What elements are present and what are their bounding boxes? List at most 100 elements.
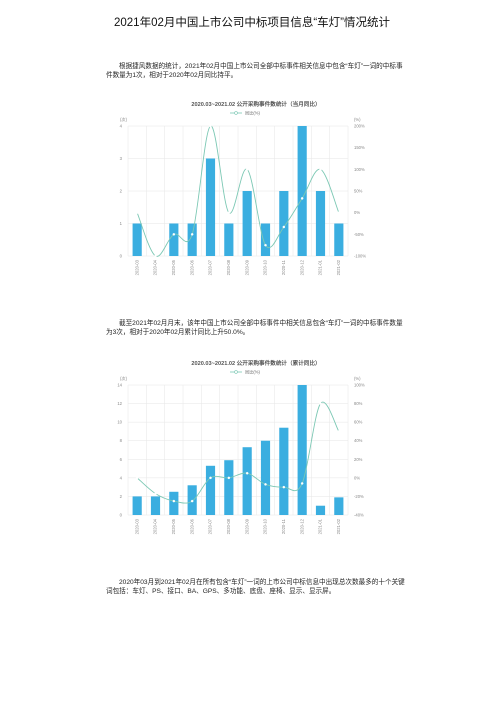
- y-right-unit: (%): [354, 376, 361, 381]
- yoy-point: [209, 124, 212, 128]
- yoy-point: [245, 471, 249, 475]
- x-tick-label: 2020-04: [153, 259, 158, 275]
- bar: [205, 158, 216, 256]
- bar: [132, 496, 142, 515]
- bar: [224, 460, 234, 515]
- y-right-tick-label: 150%: [354, 145, 365, 150]
- paragraph-keywords-text: 2020年03月到2021年02月在所有包含“车灯”一词的上市公司中标信息中出现…: [106, 579, 405, 595]
- y-right-tick-label: 60%: [354, 420, 363, 425]
- page-title: 2021年02月中国上市公司中标项目信息“车灯”情况统计: [113, 17, 391, 29]
- yoy-point: [172, 233, 176, 236]
- x-tick-label: 2021-02: [336, 259, 341, 275]
- y-right-tick-label: 0%: [354, 475, 360, 480]
- y-right-tick-label: -100%: [354, 254, 366, 259]
- y-right-tick-label: 200%: [354, 124, 365, 129]
- x-tick-label: 2020-11: [281, 259, 286, 275]
- x-tick-label: 2020-07: [208, 518, 213, 534]
- yoy-point: [282, 485, 286, 489]
- y-right-tick-label: 40%: [354, 438, 363, 443]
- legend-marker: [234, 370, 238, 374]
- x-tick-label: 2020-03: [134, 518, 139, 534]
- yoy-point: [135, 476, 139, 480]
- y-left-tick-label: 8: [120, 438, 123, 443]
- yoy-point: [209, 476, 212, 480]
- x-tick-label: 2020-08: [226, 259, 231, 275]
- chart-monthly-svg: 2020.03~2021.02 公开采购事件数统计（当月同比） 同比(%) (次) (…: [120, 100, 367, 275]
- chart-monthly: 2020.03~2021.02 公开采购事件数统计（当月同比） 同比(%) (次) (…: [106, 96, 406, 276]
- y-left-tick-label: 0: [120, 513, 123, 518]
- yoy-point: [227, 476, 231, 480]
- paragraph-cumulative: 截至2021年02月月末，该年中国上市公司全部中标事件中相关信息包含“车灯”一词…: [106, 319, 406, 337]
- chart-cumulative: 2020.03~2021.02 公开采购事件数统计（累计同比） 同比(%) (次) (…: [106, 355, 406, 535]
- y-right-tick-label: 0%: [354, 210, 360, 215]
- y-right-tick-label: -20%: [354, 494, 364, 499]
- yoy-point: [337, 211, 341, 214]
- yoy-point: [319, 402, 322, 405]
- x-tick-label: 2020-09: [244, 518, 249, 534]
- y-right-tick-label: 100%: [354, 167, 365, 172]
- bar: [205, 465, 216, 515]
- y-left-tick-label: 6: [120, 457, 123, 462]
- y-left-tick-label: 12: [117, 401, 122, 406]
- yoy-point: [300, 482, 304, 485]
- y-left-tick-label: 4: [120, 475, 123, 480]
- yoy-point: [319, 168, 322, 171]
- paragraph-keywords: 2020年03月到2021年02月在所有包含“车灯”一词的上市公司中标信息中出现…: [106, 578, 406, 596]
- bar: [260, 440, 271, 515]
- x-tick-label: 2020-11: [281, 518, 286, 534]
- yoy-point: [300, 197, 304, 200]
- legend-label: 同比(%): [245, 369, 260, 376]
- legend-marker: [234, 111, 238, 115]
- bar: [315, 191, 326, 256]
- x-tick-label: 2020-05: [171, 518, 176, 534]
- x-tick-label: 2020-07: [208, 259, 213, 275]
- paragraph-monthly: 根据捷风数据的统计，2021年02月中国上市公司全部中标事件相关信息中包含“车灯…: [106, 62, 406, 80]
- bar: [169, 491, 179, 515]
- y-left-unit: (次): [120, 375, 128, 382]
- bar: [297, 385, 307, 515]
- bar: [242, 447, 252, 515]
- legend-label: 同比(%): [245, 110, 260, 117]
- yoy-point: [227, 211, 231, 214]
- y-left-tick-label: 2: [120, 189, 123, 194]
- x-tick-label: 2020-06: [189, 259, 194, 275]
- x-tick-label: 2021-02: [336, 518, 341, 534]
- y-right-unit: (%): [354, 117, 361, 122]
- bar: [279, 427, 289, 515]
- x-tick-label: 2020-10: [263, 518, 268, 534]
- bar: [132, 223, 142, 256]
- x-tick-label: 2021-01: [318, 259, 323, 275]
- bar: [224, 223, 234, 256]
- yoy-point: [154, 254, 157, 258]
- y-right-tick-label: 80%: [354, 401, 363, 406]
- bar: [150, 496, 161, 515]
- x-tick-label: 2020-05: [171, 259, 176, 275]
- y-left-tick-label: 1: [120, 221, 123, 226]
- yoy-point: [190, 499, 194, 503]
- x-tick-label: 2020-04: [153, 518, 158, 534]
- y-left-tick-label: 3: [120, 156, 123, 161]
- x-tick-label: 2020-06: [189, 518, 194, 534]
- x-tick-label: 2020-10: [263, 259, 268, 275]
- x-tick-label: 2021-01: [318, 518, 323, 534]
- bar: [242, 191, 252, 256]
- yoy-point: [172, 499, 176, 503]
- bar: [334, 223, 344, 256]
- paragraph-monthly-text: 根据捷风数据的统计，2021年02月中国上市公司全部中标事件相关信息中包含“车灯…: [106, 63, 403, 79]
- yoy-point: [245, 168, 249, 171]
- bar: [169, 223, 179, 256]
- yoy-point: [154, 492, 157, 495]
- chart-title: 2020.03~2021.02 公开采购事件数统计（累计同比）: [191, 359, 320, 367]
- x-tick-label: 2020-12: [299, 518, 304, 534]
- bar: [315, 505, 326, 515]
- yoy-point: [337, 430, 341, 433]
- bar: [260, 223, 271, 256]
- chart-title: 2020.03~2021.02 公开采购事件数统计（当月同比）: [191, 100, 320, 108]
- chart-cumulative-svg: 2020.03~2021.02 公开采购事件数统计（累计同比） 同比(%) (次) (…: [117, 359, 365, 534]
- bar: [279, 191, 289, 256]
- y-left-unit: (次): [120, 116, 128, 123]
- y-left-tick-label: 2: [120, 494, 123, 499]
- yoy-point: [190, 233, 194, 236]
- x-tick-label: 2020-09: [244, 259, 249, 275]
- bar: [187, 223, 197, 256]
